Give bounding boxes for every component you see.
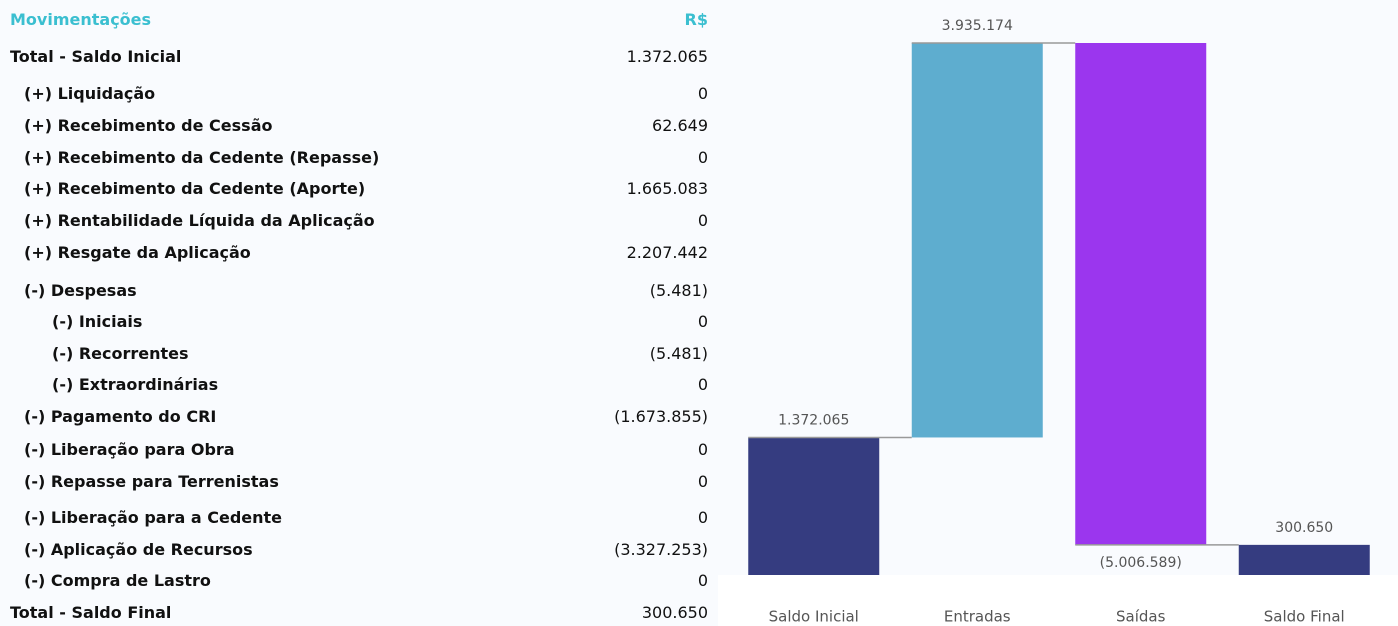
row-value: 0 (697, 84, 708, 103)
table-row: (-) Despesas (5.481) (0, 279, 708, 303)
table-row: (+) Recebimento da Cedente (Repasse) 0 (0, 146, 708, 170)
table-row: (-) Compra de Lastro 0 (0, 569, 708, 593)
value-label: (5.006.589) (1100, 555, 1182, 571)
table-row: (+) Rentabilidade Líquida da Aplicação 0 (0, 209, 708, 233)
row-value: 0 (697, 148, 708, 167)
row-label: (-) Pagamento do CRI (24, 407, 217, 426)
header-label: Movimentações (10, 10, 152, 29)
row-label: (-) Aplicação de Recursos (24, 540, 253, 559)
row-value: (1.673.855) (614, 407, 708, 426)
row-label: Total - Saldo Inicial (10, 47, 182, 66)
table-row: (-) Extraordinárias 0 (0, 373, 708, 397)
x-tick-label: Saldo Final (1264, 608, 1345, 626)
row-label: (-) Compra de Lastro (24, 571, 211, 590)
row-label: (+) Recebimento da Cedente (Repasse) (24, 148, 380, 167)
row-label: (-) Iniciais (52, 312, 143, 331)
table-row: (+) Recebimento de Cessão 62.649 (0, 114, 708, 138)
value-label: 1.372.065 (778, 412, 849, 428)
plot-footer (718, 575, 1398, 626)
row-value: 0 (697, 312, 708, 331)
table-row: (-) Iniciais 0 (0, 310, 708, 334)
row-value: 0 (697, 211, 708, 230)
table-row: (-) Recorrentes (5.481) (0, 342, 708, 366)
table-row: (+) Recebimento da Cedente (Aporte) 1.665… (0, 177, 708, 201)
row-value: 300.650 (641, 603, 708, 622)
row-value: 0 (697, 472, 708, 491)
row-label: (-) Repasse para Terrenistas (24, 472, 279, 491)
row-value: (5.481) (649, 281, 708, 300)
row-value: 0 (697, 571, 708, 590)
row-value: 1.372.065 (626, 47, 708, 66)
row-value: 0 (697, 440, 708, 459)
row-label: (+) Liquidação (24, 84, 156, 103)
table-row: (-) Pagamento do CRI (1.673.855) (0, 405, 708, 429)
row-value: 0 (697, 508, 708, 527)
row-value: 0 (697, 375, 708, 394)
table-row: (+) Liquidação 0 (0, 82, 708, 106)
x-tick-label: Saídas (1116, 608, 1166, 626)
row-value: (5.481) (649, 344, 708, 363)
row-label: Total - Saldo Final (10, 603, 172, 622)
row-label: (-) Liberação para Obra (24, 440, 235, 459)
row-value: 1.665.083 (626, 179, 708, 198)
table-row: (-) Liberação para a Cedente 0 (0, 506, 708, 530)
row-label: (+) Resgate da Aplicação (24, 243, 251, 262)
row-label: (-) Liberação para a Cedente (24, 508, 283, 527)
bar (748, 437, 880, 575)
row-value: 62.649 (652, 116, 708, 135)
table-row: Total - Saldo Final 300.650 (0, 601, 708, 625)
value-label: 3.935.174 (942, 18, 1013, 34)
table-row: (-) Liberação para Obra 0 (0, 438, 708, 462)
table-header: Movimentações R$ (0, 8, 708, 32)
bar (1075, 43, 1207, 545)
row-label: (-) Extraordinárias (52, 375, 219, 394)
table-row: (+) Resgate da Aplicação 2.207.442 (0, 241, 708, 265)
row-value: 2.207.442 (626, 243, 708, 262)
row-label: (+) Recebimento de Cessão (24, 116, 273, 135)
bar (1238, 544, 1370, 575)
x-tick-label: Entradas (944, 608, 1011, 626)
bar (911, 43, 1043, 438)
table-row: Total - Saldo Inicial 1.372.065 (0, 45, 708, 69)
row-label: (-) Recorrentes (52, 344, 189, 363)
table-row: (-) Repasse para Terrenistas 0 (0, 470, 708, 494)
row-label: (+) Rentabilidade Líquida da Aplicação (24, 211, 375, 230)
row-label: (-) Despesas (24, 281, 137, 300)
row-label: (+) Recebimento da Cedente (Aporte) (24, 179, 366, 198)
value-label: 300.650 (1275, 520, 1333, 536)
header-unit: R$ (684, 10, 708, 29)
row-value: (3.327.253) (614, 540, 708, 559)
table-row: (-) Aplicação de Recursos (3.327.253) (0, 538, 708, 562)
x-tick-label: Saldo Inicial (769, 608, 859, 626)
